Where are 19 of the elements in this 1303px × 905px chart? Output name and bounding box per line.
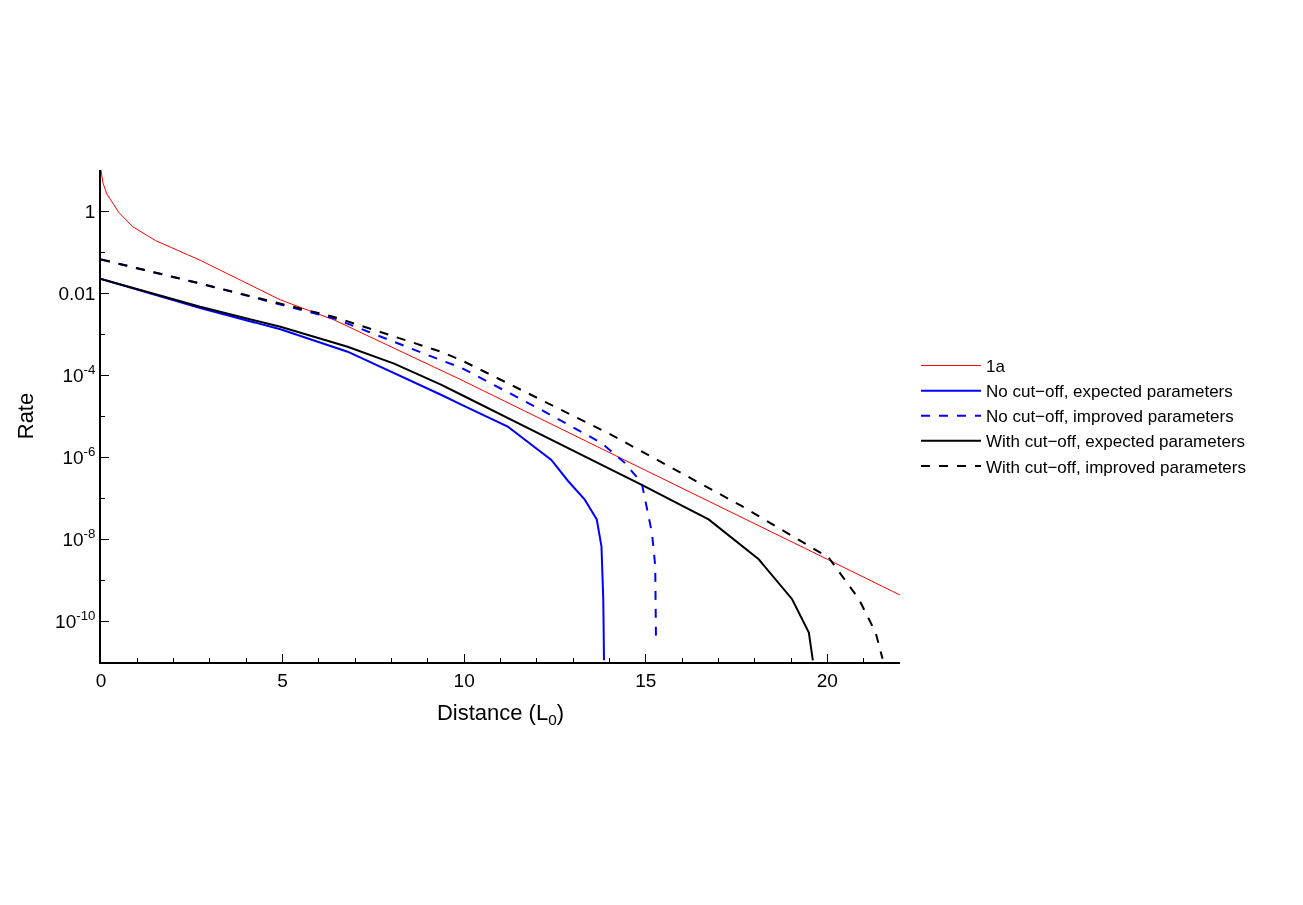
x-tick-label: 5 xyxy=(277,669,288,691)
x-tick-label: 0 xyxy=(95,669,107,691)
legend-label: No cut−off, expected parameters xyxy=(985,382,1233,402)
legend-label: With cut−off, expected parameters xyxy=(985,432,1246,452)
legend-label: 1a xyxy=(985,357,1006,377)
y-tick-label: 0.01 xyxy=(58,282,96,304)
y-tick-label: 10$^{-4}$ xyxy=(62,361,96,386)
y-tick-label: 10$^{-10}$ xyxy=(55,607,96,632)
legend-label: No cut−off, improved parameters xyxy=(985,407,1234,427)
line-series xyxy=(101,170,900,596)
y-tick-label: 10$^{-6}$ xyxy=(62,443,96,468)
x-tick-label: 20 xyxy=(816,669,838,691)
y-tick-label: 10$^{-8}$ xyxy=(62,525,96,550)
legend-label: With cut−off, improved parameters xyxy=(985,457,1246,477)
x-axis-title: Distance (L$_{0}$) xyxy=(436,699,565,728)
x-tick-label: 10 xyxy=(453,669,475,691)
y-axis-title: Rate xyxy=(13,392,39,440)
y-tick-label: 1 xyxy=(84,200,96,222)
x-tick-label: 15 xyxy=(635,669,657,691)
